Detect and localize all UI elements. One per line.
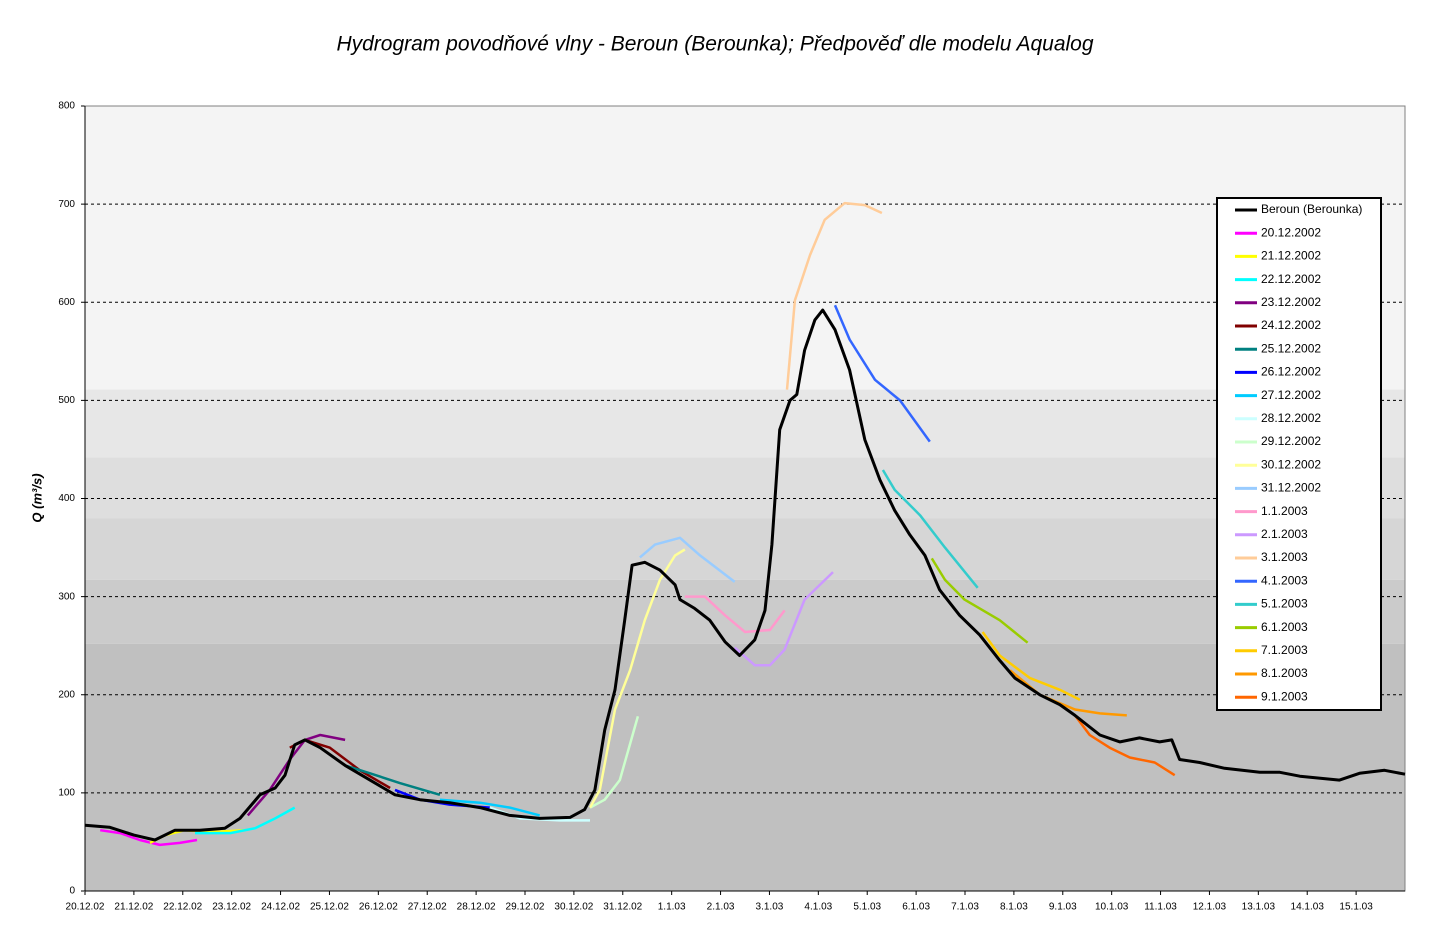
legend-label: 7.1.2003	[1261, 643, 1308, 657]
x-tick-label: 11.1.03	[1144, 902, 1177, 913]
flood-band	[85, 389, 1405, 458]
series-line	[733, 571, 834, 667]
legend-label: 9.1.2003	[1261, 689, 1308, 703]
x-tick-label: 26.12.02	[359, 902, 398, 913]
y-tick-label: 700	[58, 199, 75, 210]
series-line	[589, 715, 640, 809]
x-tick-label: 6.1.03	[902, 902, 930, 913]
legend-label: 29.12.2002	[1261, 434, 1321, 448]
x-tick-label: 23.12.02	[212, 902, 251, 913]
legend-label: 23.12.2002	[1261, 295, 1321, 309]
series-line	[84, 308, 1406, 842]
x-tick-label: 29.12.02	[506, 902, 545, 913]
series-line	[981, 631, 1081, 701]
x-tick-label: 30.12.02	[554, 902, 593, 913]
flood-band	[85, 579, 1405, 644]
x-tick-label: 13.1.03	[1242, 902, 1276, 913]
series-line	[344, 764, 441, 796]
x-tick-label: 7.1.03	[951, 902, 979, 913]
x-tick-label: 28.12.02	[457, 902, 496, 913]
y-axis-label: Q (m³/s)	[29, 473, 44, 522]
legend-label: 25.12.2002	[1261, 341, 1321, 355]
series-line	[1074, 714, 1176, 777]
legend-label: Beroun (Berounka)	[1261, 202, 1362, 216]
y-tick-label: 200	[58, 689, 75, 700]
legend-label: 21.12.2002	[1261, 249, 1321, 263]
x-tick-label: 3.1.03	[756, 902, 784, 913]
x-tick-label: 1.1.03	[658, 902, 686, 913]
legend-label: 2.1.2003	[1261, 527, 1308, 541]
y-tick-label: 600	[58, 297, 75, 308]
x-tick-label: 27.12.02	[408, 902, 447, 913]
flood-band	[85, 457, 1405, 519]
legend-label: 3.1.2003	[1261, 550, 1308, 564]
y-tick-label: 100	[58, 788, 75, 799]
x-tick-label: 21.12.02	[114, 902, 153, 913]
legend-label: 24.12.2002	[1261, 318, 1321, 332]
series-line	[195, 806, 296, 835]
legend-label: 26.12.2002	[1261, 365, 1321, 379]
legend-label: 1.1.2003	[1261, 504, 1308, 518]
legend-label: 31.12.2002	[1261, 481, 1321, 495]
legend-label: 22.12.2002	[1261, 272, 1321, 286]
x-tick-label: 22.12.02	[163, 902, 202, 913]
series-line	[639, 536, 736, 583]
legend-label: 27.12.2002	[1261, 388, 1321, 402]
legend-box	[1216, 197, 1382, 711]
legend-label: 28.12.2002	[1261, 411, 1321, 425]
x-tick-label: 24.12.02	[261, 902, 300, 913]
series-line	[785, 201, 883, 390]
x-tick-label: 2.1.03	[707, 902, 735, 913]
series-line	[684, 595, 786, 634]
y-tick-label: 800	[58, 101, 75, 112]
series-line	[439, 798, 541, 817]
series-line	[588, 548, 686, 809]
chart-title: Hydrogram povodňové vlny - Beroun (Berou…	[336, 33, 1093, 56]
flood-band	[85, 518, 1405, 580]
x-tick-label: 8.1.03	[1000, 902, 1028, 913]
legend-label: 6.1.2003	[1261, 620, 1308, 634]
y-tick-label: 400	[58, 493, 75, 504]
x-tick-label: 12.1.03	[1193, 902, 1227, 913]
series-line	[881, 469, 979, 589]
x-tick-label: 15.1.03	[1339, 902, 1373, 913]
series-line	[930, 557, 1029, 644]
series-line	[246, 733, 346, 817]
legend-label: 4.1.2003	[1261, 573, 1308, 587]
x-tick-label: 14.1.03	[1291, 902, 1325, 913]
x-tick-label: 5.1.03	[853, 902, 881, 913]
legend-label: 8.1.2003	[1261, 666, 1308, 680]
y-tick-label: 500	[58, 395, 75, 406]
flood-band	[85, 643, 1405, 891]
legend-label: 20.12.2002	[1261, 225, 1321, 239]
y-tick-label: 0	[69, 886, 75, 897]
legend-label: 5.1.2003	[1261, 597, 1308, 611]
series-line	[833, 304, 931, 443]
x-tick-label: 25.12.02	[310, 902, 349, 913]
legend-label: 30.12.2002	[1261, 457, 1321, 471]
y-tick-label: 300	[58, 591, 75, 602]
x-tick-label: 4.1.03	[804, 902, 832, 913]
x-tick-label: 20.12.02	[66, 902, 105, 913]
x-tick-label: 31.12.02	[603, 902, 642, 913]
x-tick-label: 10.1.03	[1095, 902, 1129, 913]
x-tick-label: 9.1.03	[1049, 902, 1077, 913]
